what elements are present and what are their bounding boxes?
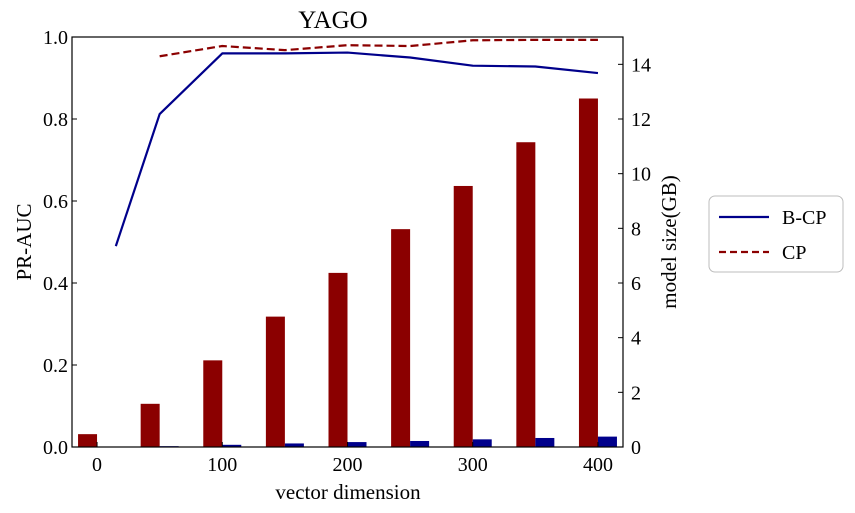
line-cp: [159, 38, 598, 58]
bar-cp-50: [140, 403, 160, 447]
bar-cp-350: [516, 142, 536, 447]
bar-cp-300: [453, 185, 473, 447]
y-left-tick-label: 0.8: [43, 109, 68, 131]
y-axis-left: 0.0 0.2 0.4 0.6 0.8 1.0: [43, 27, 77, 459]
y-axis-left-label: PR-AUC: [12, 203, 36, 280]
y-left-tick-label: 0.4: [43, 273, 68, 295]
bar-group: [78, 98, 617, 447]
line-b-cp: [114, 51, 599, 247]
y-right-tick-label: 4: [631, 328, 641, 350]
bar-b-cp-350: [535, 437, 555, 447]
bar-cp-250: [391, 229, 411, 447]
y-left-tick-label: 0.2: [43, 355, 68, 377]
x-axis: 0 100 200 300 400: [92, 442, 613, 476]
x-axis-label: vector dimension: [275, 480, 421, 504]
x-tick-label: 200: [333, 454, 363, 476]
bar-cp-0: [78, 434, 98, 447]
y-axis-right-label: model size(GB): [657, 175, 681, 309]
bar-b-cp-200: [347, 442, 367, 447]
line-group: [114, 38, 599, 247]
y-right-tick-label: 8: [631, 218, 641, 240]
y-right-tick-label: 14: [631, 54, 651, 76]
bar-cp-100: [203, 360, 223, 447]
y-left-tick-label: 0.0: [43, 437, 68, 459]
bar-cp-400: [578, 98, 598, 447]
y-right-tick-label: 2: [631, 382, 641, 404]
y-right-tick-label: 12: [631, 109, 651, 131]
bar-b-cp-400: [597, 436, 617, 447]
y-right-tick-label: 0: [631, 437, 641, 459]
y-right-tick-label: 10: [631, 164, 651, 186]
y-left-tick-label: 1.0: [43, 27, 68, 49]
bar-b-cp-100: [222, 444, 242, 447]
legend-label-cp: CP: [782, 242, 806, 264]
x-tick-label: 300: [458, 454, 488, 476]
bar-b-cp-300: [472, 439, 492, 447]
bar-cp-150: [265, 316, 285, 447]
bar-b-cp-150: [284, 443, 304, 447]
y-axis-right: 0 2 4 6 8 10 12 14: [618, 54, 651, 459]
y-left-tick-label: 0.6: [43, 191, 68, 213]
x-tick-label: 400: [583, 454, 613, 476]
x-tick-label: 0: [92, 454, 102, 476]
legend: B-CP CP: [708, 195, 844, 273]
x-tick-label: 100: [207, 454, 237, 476]
chart-title: YAGO: [298, 7, 367, 34]
y-right-tick-label: 6: [631, 273, 641, 295]
bar-b-cp-250: [410, 440, 430, 447]
legend-label-b-cp: B-CP: [782, 207, 826, 229]
bar-cp-200: [328, 272, 348, 447]
